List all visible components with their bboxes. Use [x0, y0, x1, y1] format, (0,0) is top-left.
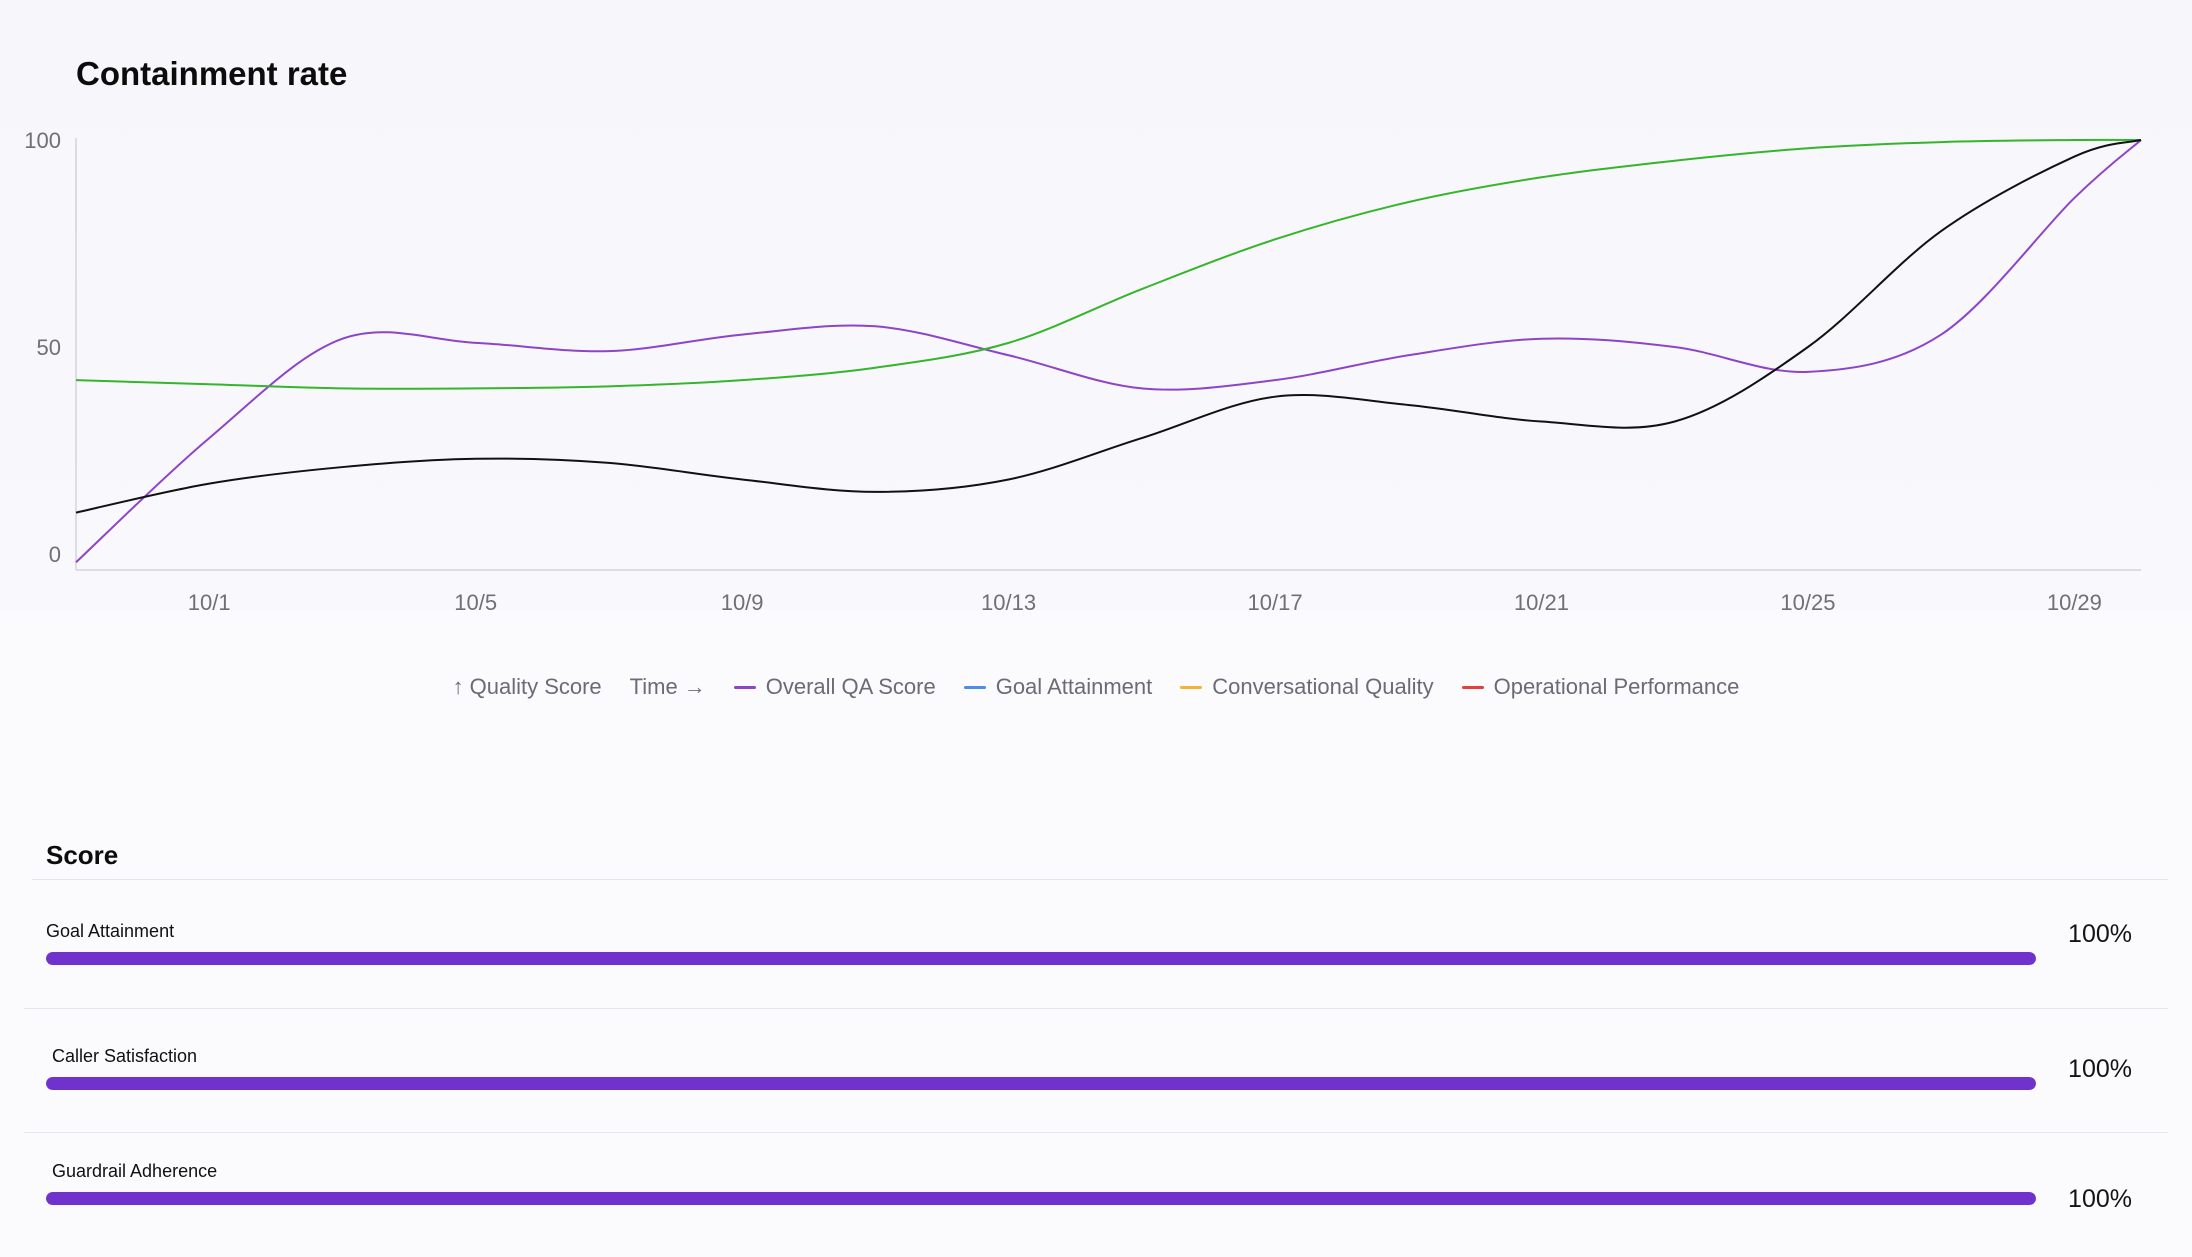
score-row-guardrail-adherence: Guardrail Adherence 100% [24, 1133, 2168, 1257]
line-chart: 0 50 100 10/1 10/5 10/9 10/13 10/17 10/21 10/25 10… [24, 128, 2142, 615]
score-label: Guardrail Adherence [52, 1161, 218, 1181]
legend-swatch [1180, 685, 1203, 689]
legend-label: Overall QA Score [765, 674, 936, 699]
x-tick-label: 10/13 [981, 590, 1036, 615]
x-tick-label: 10/5 [454, 590, 497, 615]
up-arrow-icon: ↑ [452, 674, 464, 699]
series-line-2 [75, 139, 2142, 514]
chart-legend: ↑ Quality Score Time → Overall QA Score … [0, 672, 2192, 702]
legend-item-goal-attainment[interactable]: Goal Attainment [963, 674, 1153, 700]
right-arrow-icon: → [683, 674, 706, 699]
score-value: 100% [2068, 1185, 2132, 1213]
score-label: Goal Attainment [46, 921, 175, 941]
score-section-title: Score [46, 840, 119, 870]
legend-item-conversational-quality[interactable]: Conversational Quality [1180, 674, 1434, 700]
score-value: 100% [2068, 1055, 2132, 1083]
legend-x-axis-label: Time [629, 674, 678, 699]
legend-label: Operational Performance [1493, 674, 1740, 699]
score-progress-bar [46, 1077, 2036, 1090]
y-tick-label: 0 [49, 542, 61, 567]
score-label: Caller Satisfaction [52, 1046, 198, 1066]
legend-label: Goal Attainment [995, 674, 1153, 699]
x-tick-label: 10/29 [2047, 590, 2102, 615]
divider [24, 1132, 2168, 1133]
y-tick-label: 100 [24, 128, 61, 153]
score-row-goal-attainment: Goal Attainment 100% [24, 880, 2168, 1009]
x-tick-label: 10/21 [1514, 590, 1569, 615]
divider [24, 1008, 2168, 1009]
x-tick-label: 10/17 [1248, 590, 1303, 615]
score-progress-bar [46, 952, 2036, 965]
divider [32, 879, 2168, 880]
series-line-1 [75, 138, 2142, 390]
legend-swatch [1461, 685, 1484, 689]
legend-item-operational-performance[interactable]: Operational Performance [1461, 674, 1740, 700]
x-tick-label: 10/25 [1780, 590, 1835, 615]
x-tick-label: 10/9 [721, 590, 764, 615]
score-value: 100% [2068, 920, 2132, 948]
legend-y-axis-label: Quality Score [469, 674, 602, 699]
x-tick-label: 10/1 [188, 590, 231, 615]
score-progress-bar [46, 1192, 2036, 1205]
chart-card [0, 0, 2192, 610]
legend-label: Conversational Quality [1212, 674, 1434, 699]
legend-swatch [963, 685, 986, 689]
legend-y-axis-hint: ↑ Quality Score [453, 674, 602, 700]
score-progress-fill [46, 952, 2036, 965]
legend-item-overall-qa-score[interactable]: Overall QA Score [733, 674, 936, 700]
y-tick-label: 50 [37, 335, 61, 360]
score-progress-fill [46, 1192, 2036, 1205]
legend-swatch [733, 685, 756, 689]
legend-x-axis-hint: Time → [630, 674, 706, 700]
chart-title: Containment rate [76, 55, 348, 92]
score-row-caller-satisfaction: Caller Satisfaction 100% [24, 1009, 2168, 1133]
series-line-0 [75, 139, 2142, 564]
score-progress-fill [46, 1077, 2036, 1090]
